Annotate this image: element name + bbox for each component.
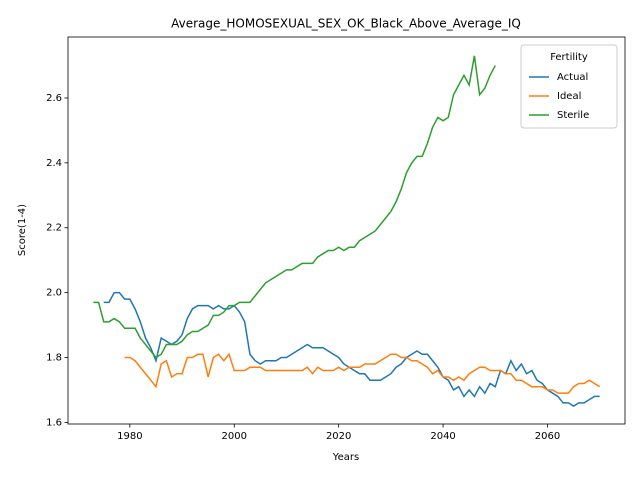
y-tick-label: 2.4 [46, 158, 62, 169]
x-axis-label: Years [332, 452, 359, 463]
x-tick-label: 2020 [326, 431, 351, 442]
y-tick-label: 2.0 [46, 288, 62, 299]
series-line [93, 55, 496, 359]
series-line [124, 352, 601, 394]
legend-label: Ideal [557, 91, 581, 102]
y-tick-label: 1.6 [46, 417, 62, 428]
chart-title: Average_HOMOSEXUAL_SEX_OK_Black_Above_Av… [171, 17, 521, 31]
legend-title: Fertility [550, 52, 588, 63]
series-line [103, 291, 600, 408]
legend-label: Sterile [557, 110, 589, 121]
x-tick-label: 2000 [222, 431, 247, 442]
x-tick-label: 2040 [430, 431, 455, 442]
y-axis-label: Score(1-4) [17, 204, 28, 256]
y-tick-label: 2.6 [46, 93, 62, 104]
x-tick-label: 2060 [535, 431, 560, 442]
legend-box [520, 44, 618, 129]
y-tick-label: 1.8 [46, 352, 62, 363]
legend: Fertility Actual Ideal Sterile [520, 44, 618, 129]
legend-label: Actual [557, 72, 588, 83]
y-tick-label: 2.2 [46, 223, 62, 234]
x-tick-label: 1980 [117, 431, 142, 442]
plot-frame [67, 36, 626, 425]
